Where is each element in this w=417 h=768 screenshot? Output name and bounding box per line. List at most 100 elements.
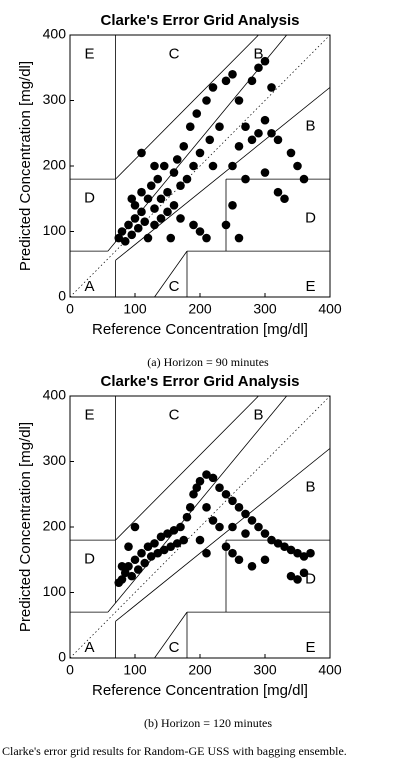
point [228,70,237,79]
point [150,161,159,171]
point [202,233,211,243]
y-tick-label: 0 [58,649,66,665]
x-tick-label: 400 [318,662,342,678]
plot-area [70,35,330,297]
point [143,194,153,204]
point [260,529,270,538]
point [228,161,237,171]
y-tick-label: 300 [43,91,67,107]
x-tick-label: 200 [188,662,212,678]
point [120,237,130,246]
point [137,148,146,158]
point [137,548,146,558]
point [293,161,302,171]
point [234,555,244,565]
zone-label: D [84,551,95,568]
point [234,96,244,105]
diagonal [70,396,330,658]
point [299,552,309,561]
point [150,539,159,548]
point [146,181,156,190]
zone-boundary [115,448,330,622]
x-tick-label: 0 [66,301,74,317]
x-tick-label: 400 [318,301,342,317]
point [130,214,140,223]
point [166,233,176,243]
point [150,220,159,230]
point [117,227,127,236]
point [247,76,257,86]
point [150,204,159,213]
point [192,109,202,118]
point [117,575,127,584]
point [208,83,218,92]
y-tick-label: 100 [43,222,67,238]
point [179,142,189,151]
point [215,522,224,532]
zone-label: D [305,570,316,587]
zone-boundary [115,396,259,541]
point [293,548,302,558]
point [286,545,296,555]
point [140,558,150,568]
point [241,174,250,184]
point [286,148,296,158]
point [127,194,137,204]
point [228,522,237,532]
zone-boundary [154,250,188,297]
chart-title: Clarke's Error Grid Analysis [101,373,300,390]
point [156,532,166,542]
point [228,548,237,558]
point [195,535,205,545]
point [208,473,218,483]
point [208,516,218,525]
point [140,217,150,226]
point [260,168,270,177]
diagonal [70,35,330,297]
point [280,194,289,204]
point [189,489,198,499]
point [241,509,250,519]
zone-boundary [154,611,188,658]
zone-label: C [169,407,180,424]
point [130,555,140,565]
point [254,522,263,532]
x-tick-label: 100 [123,662,147,678]
zone-label: C [169,278,180,295]
caption: (b) Horizon = 120 minutes [144,716,272,730]
y-tick-label: 300 [43,452,67,468]
x-tick-label: 300 [253,662,277,678]
point [221,489,231,499]
plot-area [70,396,330,658]
point [185,122,195,131]
zone-boundary [107,396,287,613]
point [208,161,218,171]
y-tick-label: 0 [58,288,66,304]
point [143,542,153,551]
point [117,562,127,571]
point [182,512,192,522]
zone-label: A [84,639,94,656]
zone-label: B [253,46,263,63]
point [133,223,143,233]
point [156,194,166,204]
zone-label: D [305,209,316,226]
y-tick-label: 200 [43,157,67,173]
point [146,552,156,561]
zone-label: E [84,46,94,63]
point [273,187,283,197]
point [228,201,237,210]
point [234,142,244,151]
point [130,201,140,210]
point [127,230,137,240]
point [241,122,250,131]
point [169,201,179,210]
point [120,568,130,578]
point [267,83,276,92]
point [163,529,172,538]
point [163,207,172,217]
point [124,220,133,230]
zone-label: C [169,639,180,656]
point [221,220,231,230]
point [273,135,283,145]
